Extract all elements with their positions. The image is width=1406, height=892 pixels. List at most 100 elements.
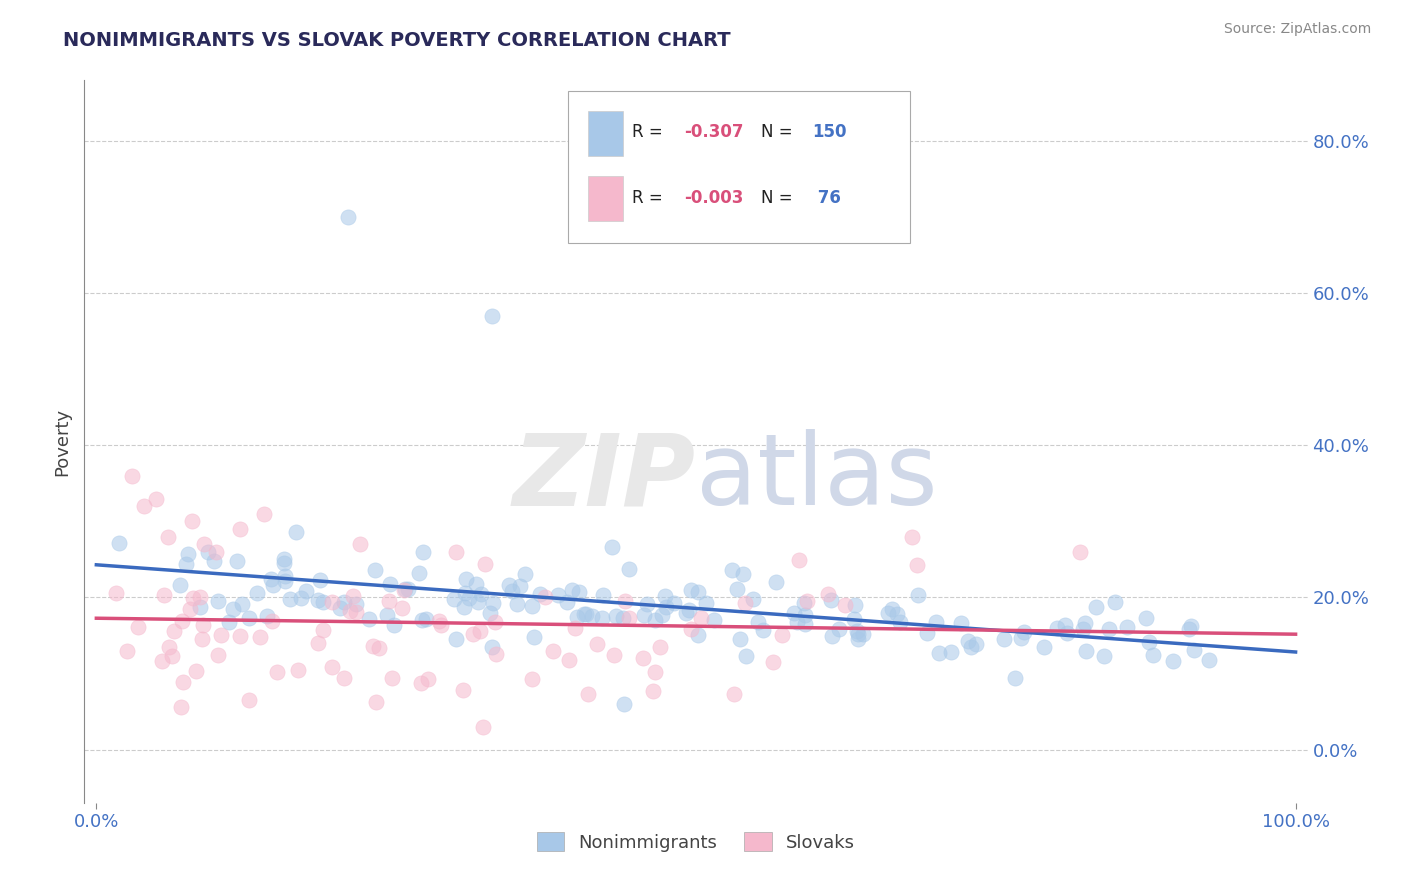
Text: R =: R = <box>633 189 668 207</box>
Point <box>177 547 200 561</box>
Point <box>834 598 856 612</box>
Point <box>202 554 225 568</box>
Point <box>703 613 725 627</box>
Point <box>648 640 671 655</box>
Point <box>557 595 579 609</box>
Point <box>463 627 485 641</box>
Point <box>451 683 474 698</box>
Point <box>506 597 529 611</box>
Point <box>723 687 745 701</box>
Point <box>342 589 364 603</box>
Point <box>939 645 962 659</box>
Point <box>238 693 260 707</box>
Point <box>458 591 481 606</box>
Point <box>820 593 842 607</box>
Point <box>443 591 465 606</box>
Point <box>796 594 818 608</box>
Point <box>381 671 404 685</box>
Point <box>157 530 180 544</box>
Point <box>695 596 717 610</box>
Point <box>329 601 352 615</box>
Point <box>1054 618 1077 632</box>
Point <box>1046 621 1069 635</box>
Point <box>412 545 434 559</box>
Point <box>218 615 240 630</box>
Point <box>581 608 603 623</box>
Point <box>793 596 815 610</box>
Point <box>1135 611 1157 625</box>
Point <box>481 309 503 323</box>
Point <box>427 614 450 628</box>
Point <box>558 653 581 667</box>
Point <box>121 468 143 483</box>
Point <box>416 672 439 686</box>
Point <box>605 609 627 624</box>
Point <box>965 637 987 651</box>
Point <box>1198 652 1220 666</box>
Point <box>179 602 201 616</box>
Point <box>169 577 191 591</box>
Point <box>794 617 817 632</box>
Point <box>262 614 284 628</box>
Point <box>1074 615 1097 630</box>
Point <box>651 607 673 622</box>
Point <box>349 537 371 551</box>
Point <box>533 591 555 605</box>
Point <box>368 640 391 655</box>
Point <box>321 660 343 674</box>
Point <box>679 622 702 636</box>
Point <box>928 646 950 660</box>
Point <box>915 625 938 640</box>
Point <box>876 606 898 620</box>
Point <box>644 613 666 627</box>
Point <box>600 541 623 555</box>
Point <box>529 587 551 601</box>
Point <box>160 649 183 664</box>
Point <box>901 530 924 544</box>
Point <box>654 589 676 603</box>
Point <box>678 603 700 617</box>
Point <box>273 574 295 588</box>
Point <box>509 579 531 593</box>
Point <box>882 602 904 616</box>
Point <box>484 615 506 630</box>
Point <box>846 627 869 641</box>
Point <box>470 587 492 601</box>
Text: N =: N = <box>761 189 797 207</box>
Point <box>1056 625 1078 640</box>
Text: Source: ZipAtlas.com: Source: ZipAtlas.com <box>1223 22 1371 37</box>
Point <box>307 592 329 607</box>
Point <box>949 616 972 631</box>
Point <box>644 665 666 679</box>
Point <box>721 563 744 577</box>
Point <box>828 623 851 637</box>
Point <box>752 624 775 638</box>
Text: 150: 150 <box>813 123 846 141</box>
Point <box>444 545 467 559</box>
Point <box>741 592 763 607</box>
Point <box>446 632 468 647</box>
Point <box>662 596 685 610</box>
Point <box>249 630 271 644</box>
Text: R =: R = <box>633 123 668 141</box>
Point <box>820 630 842 644</box>
Text: atlas: atlas <box>696 429 938 526</box>
Point <box>391 601 413 615</box>
Point <box>382 617 405 632</box>
Point <box>481 640 503 655</box>
Point <box>482 596 505 610</box>
Point <box>104 586 127 600</box>
Point <box>344 605 367 619</box>
Point <box>1104 594 1126 608</box>
Point <box>260 572 283 586</box>
Point <box>127 620 149 634</box>
Point <box>591 610 613 624</box>
Point <box>1032 640 1054 654</box>
Point <box>501 583 523 598</box>
Point <box>679 583 702 598</box>
Point <box>541 644 564 658</box>
Point <box>186 664 208 678</box>
Point <box>1092 648 1115 663</box>
Text: 76: 76 <box>813 189 841 207</box>
Point <box>274 569 297 583</box>
